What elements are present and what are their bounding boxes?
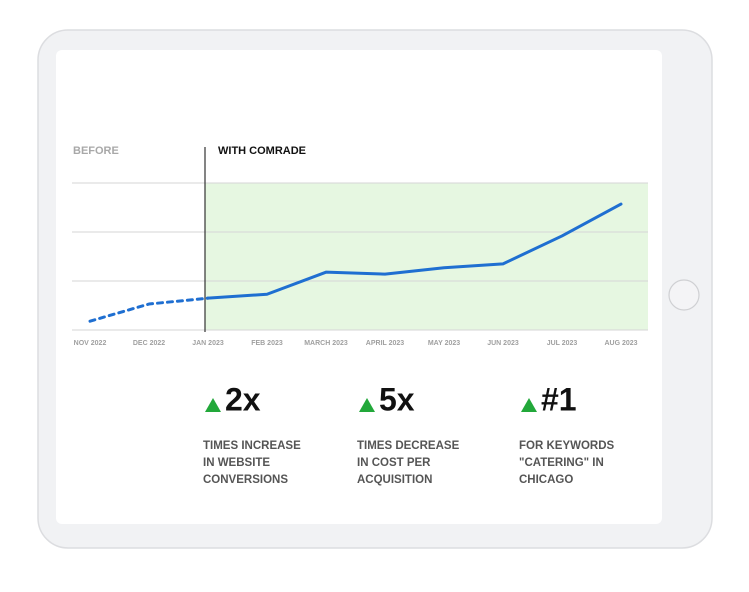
x-tick-label: JUN 2023 [487,340,519,347]
x-tick-label: DEC 2022 [133,340,165,347]
stat-caption: CONVERSIONS [203,474,288,486]
x-tick-label: MARCH 2023 [304,340,348,347]
series-line [88,296,210,323]
stat-caption: "CATERING" IN [519,457,604,469]
stat-caption: TIMES DECREASE [357,440,460,452]
x-tick-label: NOV 2022 [74,340,107,347]
stat-caption: IN WEBSITE [203,457,270,469]
series-label: BEFORE [73,145,119,157]
x-tick-label: APRIL 2023 [366,340,404,347]
x-tick-label: JUL 2023 [547,340,578,347]
stat-caption: FOR KEYWORDS [519,440,615,452]
series-label: WITH COMRADE [218,145,306,157]
home-button [668,279,700,311]
series-line [206,202,623,300]
stat-value: 2x [225,381,261,417]
x-tick-label: FEB 2023 [251,340,283,347]
stat-caption: IN COST PER [357,457,431,469]
stat-value: 5x [379,381,415,417]
stat-caption: ACQUISITION [357,474,432,486]
x-tick-label: AUG 2023 [604,340,637,347]
stat-caption: TIMES INCREASE [203,440,301,452]
up-arrow [521,398,537,412]
x-tick-label: MAY 2023 [428,340,460,347]
with-period-shade [205,183,648,330]
stat-value: #1 [541,381,577,417]
x-tick-label: JAN 2023 [192,340,224,347]
stat-caption: CHICAGO [519,474,573,486]
up-arrow [359,398,375,412]
up-arrow [205,398,221,412]
